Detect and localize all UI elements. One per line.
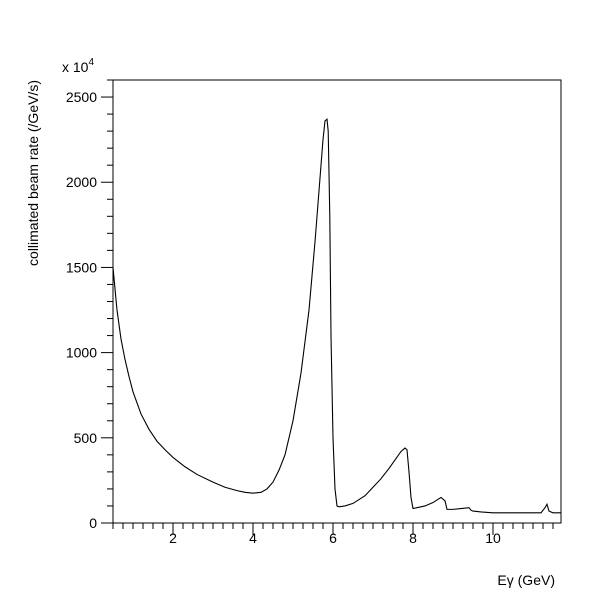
y-tick-label: 1500 — [66, 259, 97, 275]
y-axis-label: collimated beam rate (/GeV/s) — [25, 80, 41, 266]
x-axis-label: Eγ (GeV) — [497, 572, 555, 588]
x-tick-label: 6 — [329, 530, 337, 546]
y-axis: 0 500 1000 1500 2000 2500 — [66, 79, 113, 531]
y-tick-label: 2000 — [66, 174, 97, 190]
y-tick-label: 0 — [89, 515, 97, 531]
x-tick-label: 8 — [409, 530, 417, 546]
y-multiplier-base: x 10 — [62, 59, 89, 75]
plot-frame — [112, 79, 562, 524]
x-tick-label: 4 — [249, 530, 257, 546]
x-axis: 2 4 6 8 10 — [112, 523, 554, 546]
y-tick-label: 2500 — [66, 89, 97, 105]
x-tick-label: 2 — [169, 530, 177, 546]
y-tick-label: 500 — [74, 430, 98, 446]
y-tick-label: 1000 — [66, 345, 97, 361]
series-line — [112, 118, 561, 514]
x-tick-label: 10 — [485, 530, 501, 546]
y-multiplier-label: x 104 — [62, 57, 94, 75]
y-multiplier-exponent: 4 — [88, 57, 94, 68]
